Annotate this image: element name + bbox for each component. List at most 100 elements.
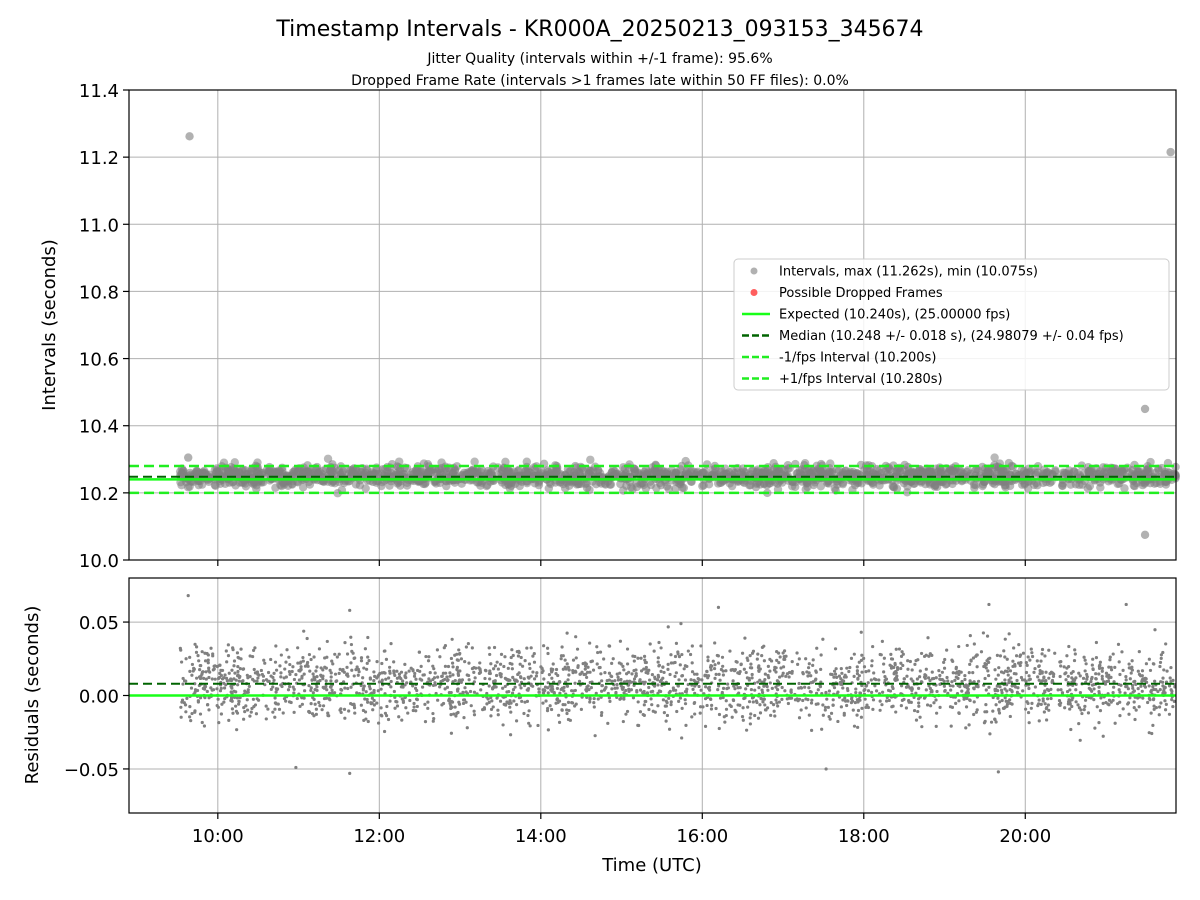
- residual-point: [241, 667, 246, 671]
- residual-point: [795, 651, 799, 655]
- residual-point: [1152, 707, 1156, 711]
- residual-point: [832, 669, 837, 673]
- residual-point: [1127, 662, 1131, 666]
- residual-point: [775, 701, 779, 705]
- residual-point: [782, 657, 786, 661]
- residual-point: [418, 669, 422, 673]
- residual-point: [443, 687, 447, 691]
- residual-point: [1019, 675, 1024, 680]
- interval-point: [552, 467, 561, 476]
- residual-point: [867, 669, 871, 673]
- residual-point: [801, 671, 805, 675]
- residual-point: [710, 703, 714, 707]
- residual-point: [625, 647, 630, 651]
- residual-point: [852, 652, 856, 656]
- residual-point: [680, 674, 685, 678]
- legend: Intervals, max (11.262s), min (10.075s)P…: [733, 258, 1170, 391]
- residual-point: [592, 701, 596, 705]
- residual-point: [1084, 662, 1088, 666]
- residual-point: [1043, 679, 1047, 683]
- residual-point: [657, 663, 662, 667]
- residual-point: [666, 662, 670, 667]
- residual-point: [422, 673, 426, 677]
- residual-point: [835, 675, 839, 679]
- residual-point: [622, 668, 626, 672]
- residual-point: [923, 676, 927, 680]
- residual-point: [501, 723, 505, 727]
- residual-point: [541, 701, 545, 705]
- residual-point: [934, 724, 938, 728]
- residual-point: [920, 725, 924, 729]
- residual-point: [282, 697, 287, 701]
- residual-point: [663, 704, 667, 708]
- residual-point: [753, 713, 757, 718]
- interval-point: [1154, 465, 1163, 475]
- residual-point: [181, 676, 185, 681]
- residual-point: [841, 698, 845, 702]
- residual-point: [951, 684, 955, 688]
- residual-point: [403, 674, 407, 678]
- residual-point: [979, 650, 984, 654]
- residual-point: [827, 715, 831, 719]
- residual-point: [487, 646, 491, 650]
- residual-point: [448, 674, 452, 678]
- residual-point: [198, 663, 202, 668]
- residual-point: [264, 678, 269, 682]
- residual-point: [506, 666, 510, 670]
- residual-point: [716, 688, 720, 692]
- residual-point: [590, 659, 594, 663]
- residual-point: [1113, 665, 1117, 669]
- residual-point: [820, 727, 824, 731]
- residual-point: [1069, 727, 1073, 732]
- intervals-y-tick-label: 10.0: [79, 551, 119, 572]
- residual-point: [511, 653, 515, 658]
- residual-point: [726, 682, 730, 686]
- residual-point: [331, 662, 335, 666]
- residual-point: [683, 702, 688, 706]
- residual-point: [236, 683, 240, 687]
- residual-point: [819, 653, 823, 657]
- residual-point: [642, 703, 646, 707]
- residual-point: [1101, 734, 1105, 738]
- residual-point: [748, 722, 752, 726]
- residual-point: [597, 666, 601, 670]
- residual-point: [1132, 700, 1136, 704]
- residual-point: [1100, 677, 1104, 681]
- residual-point: [194, 645, 199, 649]
- residual-point: [549, 707, 554, 712]
- residual-point: [963, 677, 967, 682]
- residual-point: [832, 675, 836, 679]
- residual-point: [834, 667, 838, 671]
- residual-point: [222, 676, 226, 680]
- residual-point: [393, 673, 397, 678]
- residual-point: [895, 666, 900, 670]
- residual-point: [446, 664, 451, 669]
- residual-point: [266, 707, 270, 711]
- residual-point: [956, 676, 960, 680]
- residual-point: [252, 648, 256, 652]
- interval-point: [709, 469, 719, 478]
- residual-point: [251, 654, 255, 659]
- residual-point: [932, 701, 936, 705]
- residual-point: [851, 708, 855, 712]
- residual-point: [511, 675, 515, 679]
- residual-point: [917, 686, 921, 690]
- residual-point: [695, 672, 699, 676]
- interval-point: [486, 471, 496, 480]
- residual-point: [731, 679, 735, 683]
- residual-point: [866, 689, 871, 693]
- residual-point: [964, 691, 968, 695]
- residual-point: [914, 691, 918, 695]
- residuals-x-tick-label: 14:00: [515, 826, 567, 847]
- residual-point: [301, 659, 305, 663]
- residual-point: [762, 680, 766, 684]
- residual-point: [491, 705, 495, 709]
- residuals-x-tick-label: 12:00: [353, 826, 405, 847]
- residual-point: [785, 672, 790, 676]
- residual-point: [303, 689, 307, 693]
- residual-point: [1050, 678, 1055, 683]
- residual-point: [1141, 696, 1145, 700]
- residual-point: [1017, 643, 1021, 647]
- residual-point: [534, 674, 539, 678]
- residual-point: [716, 661, 721, 665]
